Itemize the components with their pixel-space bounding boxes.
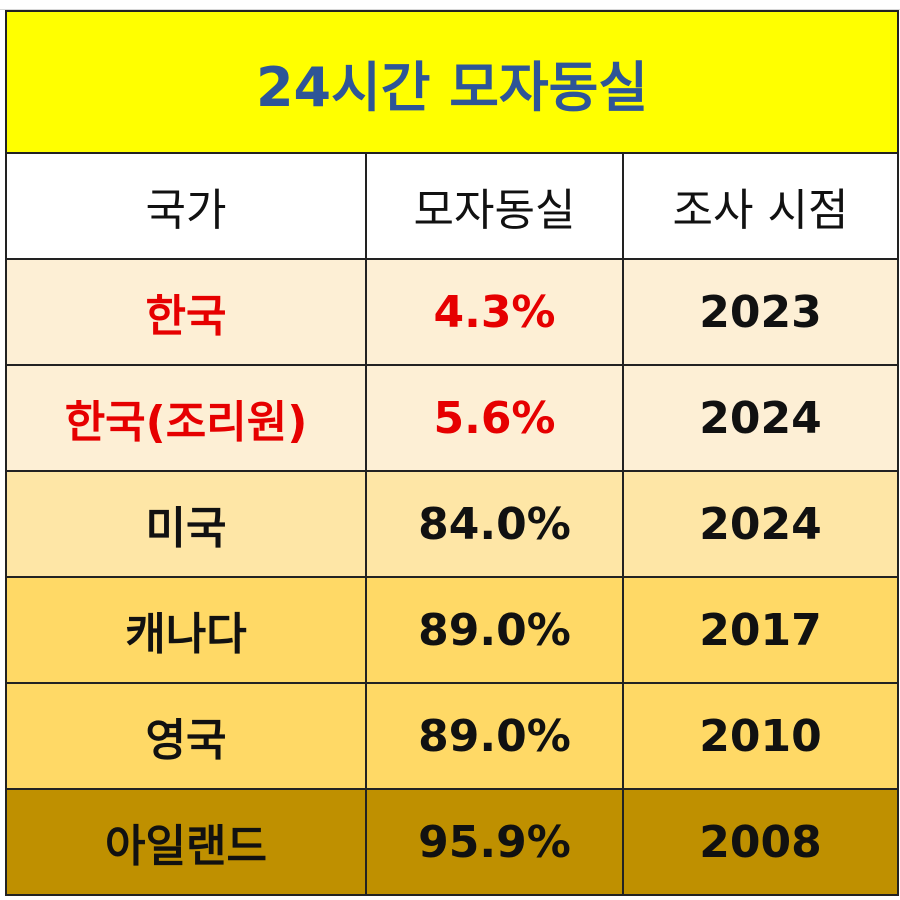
table-cell: 2017 xyxy=(622,576,899,684)
table-cell: 2023 xyxy=(622,258,899,366)
sheet-grid xyxy=(0,0,900,10)
table-row: 아일랜드 95.9% 2008 xyxy=(5,788,899,896)
table-cell: 4.3% xyxy=(365,258,624,366)
table-cell: 89.0% xyxy=(365,682,624,790)
table-body: 24시간 모자동실 국가 모자동실 조사 시점 한국 4.3% 2023 한국(조리원… xyxy=(5,10,899,896)
table-row: 영국 89.0% 2010 xyxy=(5,682,899,790)
table-cell: 한국 xyxy=(5,258,367,366)
table-row: 캐나다 89.0% 2017 xyxy=(5,576,899,684)
title-row: 24시간 모자동실 xyxy=(5,10,899,154)
table-row: 미국 84.0% 2024 xyxy=(5,470,899,578)
header-row: 국가 모자동실 조사 시점 xyxy=(5,152,899,260)
table-cell: 5.6% xyxy=(365,364,624,472)
table-cell: 캐나다 xyxy=(5,576,367,684)
table-cell: 95.9% xyxy=(365,788,624,896)
table-cell: 한국(조리원) xyxy=(5,364,367,472)
table-cell: 89.0% xyxy=(365,576,624,684)
table-cell: 2008 xyxy=(622,788,899,896)
table-cell: 2010 xyxy=(622,682,899,790)
table-cell: 영국 xyxy=(5,682,367,790)
table-cell: 84.0% xyxy=(365,470,624,578)
table: 24시간 모자동실 국가 모자동실 조사 시점 한국 4.3% 2023 한국(조리원… xyxy=(5,10,899,896)
title: 24시간 모자동실 xyxy=(5,10,899,154)
table-row: 한국 4.3% 2023 xyxy=(5,258,899,366)
header-cell: 조사 시점 xyxy=(622,152,899,260)
table-cell: 2024 xyxy=(622,470,899,578)
header-cell: 국가 xyxy=(5,152,367,260)
table-cell: 미국 xyxy=(5,470,367,578)
header-cell: 모자동실 xyxy=(365,152,624,260)
table-cell: 아일랜드 xyxy=(5,788,367,896)
table-row: 한국(조리원) 5.6% 2024 xyxy=(5,364,899,472)
table-cell: 2024 xyxy=(622,364,899,472)
